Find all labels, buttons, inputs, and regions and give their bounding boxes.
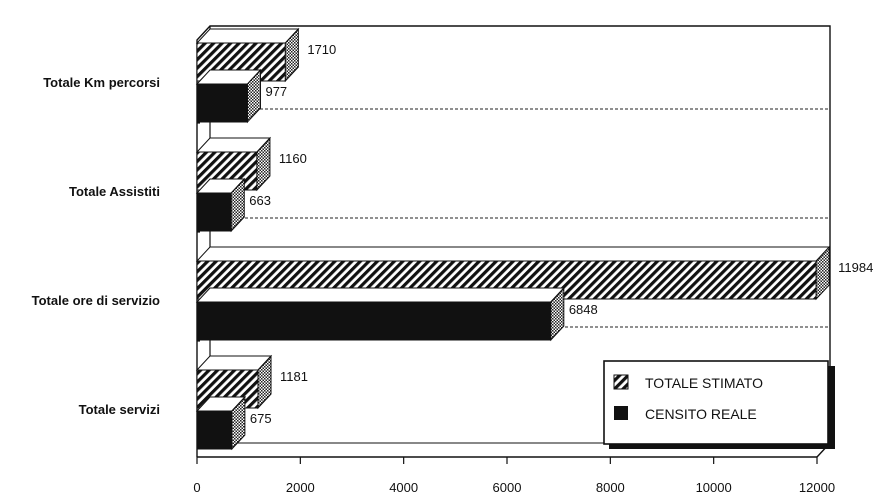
category-label-2: Totale ore di servizio bbox=[32, 293, 160, 308]
value-label-reale-3: 675 bbox=[250, 411, 272, 426]
legend-label-reale: CENSITO REALE bbox=[645, 406, 757, 422]
value-label-reale-0: 977 bbox=[265, 84, 287, 99]
bar-stimato-0-side bbox=[284, 27, 299, 83]
bar-reale-3 bbox=[195, 395, 247, 451]
x-tick-label: 6000 bbox=[493, 480, 522, 495]
bar-reale-2-front bbox=[196, 301, 552, 341]
bar-reale-1-side bbox=[230, 177, 245, 233]
legend-swatch-reale bbox=[614, 406, 628, 420]
x-axis: 0 2000 4000 6000 8000 10000 12000 bbox=[193, 457, 835, 495]
bar-reale-3-side bbox=[231, 395, 246, 451]
bar-reale-2 bbox=[195, 286, 565, 342]
x-tick-label: 10000 bbox=[696, 480, 732, 495]
x-tick-label: 0 bbox=[193, 480, 200, 495]
bar-stimato-3-side bbox=[257, 354, 272, 410]
category-label-3: Totale servizi bbox=[79, 402, 160, 417]
value-label-stimato-1: 1160 bbox=[279, 151, 307, 166]
x-tick-label: 2000 bbox=[286, 480, 315, 495]
bars bbox=[195, 27, 831, 451]
bar-reale-2-side bbox=[550, 286, 565, 342]
bar-reale-0-side bbox=[246, 68, 261, 124]
bar-stimato-2-side bbox=[815, 245, 830, 301]
bar-reale-3-front bbox=[196, 410, 233, 450]
bar-reale-1 bbox=[195, 177, 246, 233]
x-tick-label: 12000 bbox=[799, 480, 835, 495]
bar-stimato-2-top bbox=[195, 246, 831, 262]
legend-box bbox=[603, 360, 829, 445]
bar-reale-0 bbox=[195, 68, 262, 124]
bar-reale-1-front bbox=[196, 192, 232, 232]
value-labels: 1710 977 1160 663 11984 6848 1181 675 bbox=[249, 42, 873, 426]
value-label-stimato-0: 1710 bbox=[307, 42, 336, 57]
category-label-1: Totale Assistiti bbox=[69, 184, 160, 199]
category-labels: Totale Km percorsi Totale Assistiti Totale… bbox=[32, 75, 160, 417]
legend-swatch-stimato bbox=[613, 374, 629, 390]
bar-stimato-1-side bbox=[256, 136, 271, 192]
x-tick-label: 8000 bbox=[596, 480, 625, 495]
category-label-0: Totale Km percorsi bbox=[43, 75, 160, 90]
value-label-reale-2: 6848 bbox=[569, 302, 598, 317]
bar-stimato-0-top bbox=[195, 28, 300, 44]
value-label-stimato-3: 1181 bbox=[280, 369, 308, 384]
bar-reale-2-top bbox=[195, 287, 565, 303]
legend-label-stimato: TOTALE STIMATO bbox=[645, 375, 763, 391]
bar-reale-0-front bbox=[196, 83, 248, 123]
x-tick-label: 4000 bbox=[389, 480, 418, 495]
value-label-reale-1: 663 bbox=[249, 193, 271, 208]
legend: TOTALE STIMATO CENSITO REALE bbox=[603, 360, 835, 449]
value-label-stimato-2: 11984 bbox=[838, 260, 873, 275]
